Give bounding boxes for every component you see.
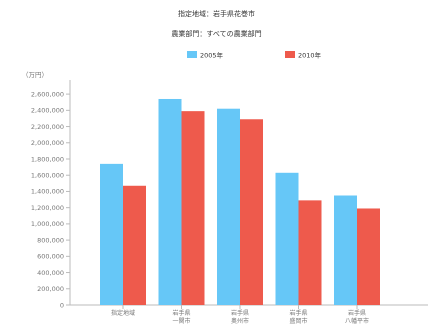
y-tick-label: 200,000	[37, 285, 64, 293]
bar-2005[interactable]	[100, 163, 123, 305]
x-tick-label: 盛岡市	[289, 317, 307, 325]
bar-2005[interactable]	[275, 172, 299, 305]
y-tick-label: 1,200,000	[31, 204, 64, 212]
bar-2010[interactable]	[240, 119, 263, 305]
bar-2010[interactable]	[123, 185, 146, 305]
chart-title: 指定地域：岩手県花巻市	[178, 9, 255, 18]
legend-label-2005: 2005年	[200, 51, 224, 60]
y-tick-label: 600,000	[37, 253, 64, 261]
bar-2005[interactable]	[334, 195, 357, 306]
y-tick-label: 2,000,000	[31, 139, 64, 147]
y-tick-label: 0	[60, 301, 64, 309]
bar-2010[interactable]	[181, 111, 205, 306]
legend-swatch-2010	[285, 51, 295, 58]
y-tick-label: 1,400,000	[31, 188, 64, 196]
chart-subtitle: 農業部門：すべての農業部門	[171, 29, 261, 38]
y-tick-label: 1,800,000	[31, 155, 64, 163]
x-tick-label: 岩手県	[289, 309, 307, 317]
bar-2005[interactable]	[217, 108, 240, 305]
x-tick-label: 岩手県	[348, 309, 366, 317]
y-tick-label: 800,000	[37, 236, 64, 244]
x-tick-label: 岩手県	[172, 309, 190, 317]
y-tick-label: 400,000	[37, 269, 64, 277]
y-tick-label: 2,200,000	[31, 123, 64, 131]
bar-2010[interactable]	[298, 200, 322, 305]
legend-swatch-2005	[187, 51, 197, 58]
y-tick-label: 1,600,000	[31, 172, 64, 180]
x-tick-label: 奥州市	[231, 317, 249, 325]
x-tick-label: 八幡平市	[345, 317, 369, 325]
bar-2005[interactable]	[158, 98, 182, 305]
legend-label-2010: 2010年	[298, 51, 322, 60]
bar-2010[interactable]	[357, 208, 380, 305]
x-tick-label: 岩手県	[231, 309, 249, 317]
x-tick-label: 指定地域	[111, 309, 135, 317]
legend-item-2005[interactable]: 2005年	[187, 51, 224, 60]
y-tick-label: 2,400,000	[31, 107, 64, 115]
x-tick-label: 一関市	[172, 317, 190, 325]
bars	[100, 98, 380, 306]
y-tick-label: 1,000,000	[31, 220, 64, 228]
legend-item-2010[interactable]: 2010年	[285, 51, 322, 60]
legend[interactable]: 2005年 2010年	[187, 51, 322, 60]
y-axis-unit-label: （万円）	[22, 71, 48, 79]
y-tick-label: 2,600,000	[31, 90, 64, 98]
